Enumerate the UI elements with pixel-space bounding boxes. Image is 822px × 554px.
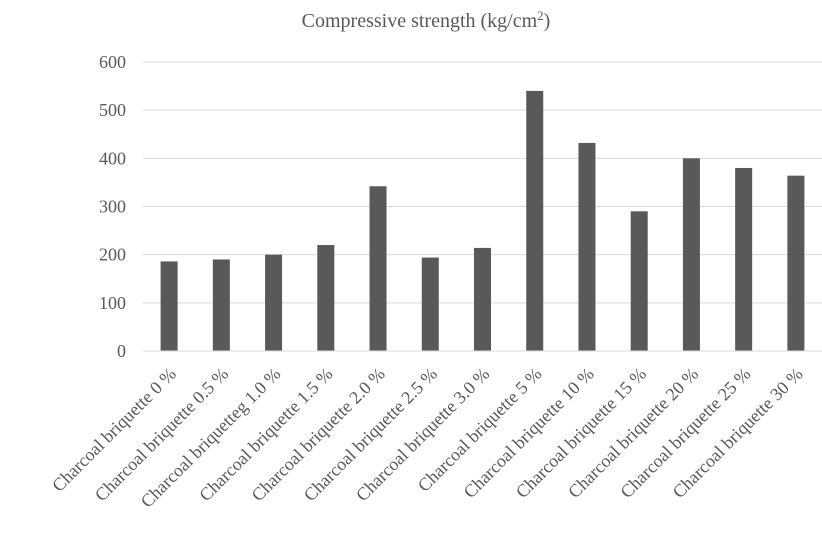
bar-2 <box>212 259 230 351</box>
bar-1 <box>160 261 178 351</box>
chart-title-superscript: 2 <box>537 8 544 23</box>
y-tick-label: 0 <box>117 341 126 361</box>
bar-8 <box>526 90 544 352</box>
gridlines <box>143 61 822 304</box>
bar-9 <box>578 142 596 351</box>
y-tick-label: 400 <box>99 148 126 168</box>
bar-13 <box>787 175 805 351</box>
x-axis-category-labels: Charcoal briquette 0 %Charcoal briquette… <box>48 364 807 512</box>
y-tick-label: 500 <box>99 100 126 120</box>
bar-7 <box>474 247 491 351</box>
bar-3 <box>265 254 283 351</box>
bar-12 <box>735 167 753 351</box>
bar-10 <box>630 211 648 351</box>
chart-title-suffix: ) <box>544 10 551 32</box>
y-axis-ticks: 0 100 200 300 400 500 600 <box>99 52 126 361</box>
bar-11 <box>682 158 700 351</box>
y-tick-label: 200 <box>99 245 126 265</box>
y-tick-label: 100 <box>99 293 126 313</box>
bar-4 <box>317 245 335 351</box>
chart-title-main: Compressive strength (kg/cm <box>302 10 538 32</box>
y-tick-label: 600 <box>99 52 126 72</box>
bar-5 <box>369 186 387 351</box>
bar-6 <box>421 257 439 351</box>
chart-title: Compressive strength (kg/cm2) <box>302 8 551 32</box>
y-tick-label: 300 <box>99 197 126 217</box>
bars <box>160 90 805 352</box>
